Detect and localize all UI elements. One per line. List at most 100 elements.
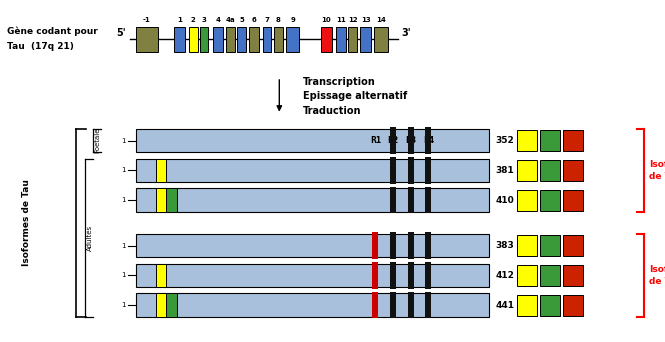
- Bar: [563, 265, 583, 286]
- Text: Traduction: Traduction: [303, 106, 361, 116]
- Bar: [426, 262, 432, 289]
- Text: 1: 1: [121, 302, 126, 308]
- Bar: [563, 294, 583, 316]
- Bar: [540, 235, 560, 256]
- Text: Foetale: Foetale: [94, 128, 100, 153]
- Text: 3+: 3+: [544, 301, 556, 310]
- Text: 10-: 10-: [566, 136, 579, 145]
- Text: 2: 2: [191, 17, 196, 23]
- Text: Transcription: Transcription: [303, 77, 375, 87]
- Text: 3: 3: [201, 17, 206, 23]
- Text: R4: R4: [423, 136, 434, 145]
- Bar: [426, 127, 432, 154]
- Bar: [189, 27, 198, 52]
- Bar: [372, 262, 378, 289]
- Bar: [336, 27, 346, 52]
- Bar: [408, 127, 414, 154]
- Bar: [390, 187, 396, 213]
- Bar: [408, 262, 414, 289]
- Text: Adultes: Adultes: [86, 225, 92, 251]
- Text: Epissage alternatif: Epissage alternatif: [303, 91, 407, 102]
- Text: de Tau 4R: de Tau 4R: [649, 277, 665, 286]
- Text: 10: 10: [322, 17, 331, 23]
- Bar: [226, 27, 235, 52]
- Text: 383: 383: [495, 241, 514, 250]
- Bar: [540, 189, 560, 211]
- Text: 7: 7: [265, 17, 269, 23]
- Bar: [136, 27, 158, 52]
- Bar: [390, 232, 396, 259]
- Text: R2: R2: [388, 136, 398, 145]
- Bar: [390, 157, 396, 184]
- Bar: [408, 157, 414, 184]
- Bar: [156, 188, 166, 212]
- Bar: [390, 262, 396, 289]
- Text: 2+: 2+: [521, 166, 533, 175]
- Text: 5': 5': [116, 28, 126, 38]
- Bar: [136, 188, 489, 212]
- Bar: [249, 27, 259, 52]
- Bar: [408, 292, 414, 318]
- Bar: [263, 27, 271, 52]
- Bar: [200, 27, 208, 52]
- Bar: [166, 188, 177, 212]
- Text: 1: 1: [121, 272, 126, 278]
- Text: 12: 12: [348, 17, 358, 23]
- Text: Isoformes: Isoformes: [649, 265, 665, 274]
- Bar: [372, 292, 378, 318]
- Text: 10-: 10-: [566, 166, 579, 175]
- Text: 2+: 2+: [521, 196, 533, 205]
- Bar: [136, 293, 489, 317]
- Text: 1: 1: [177, 17, 182, 23]
- Text: 13: 13: [361, 17, 370, 23]
- Text: Tau  (17q 21): Tau (17q 21): [7, 42, 74, 51]
- Text: 11: 11: [336, 17, 346, 23]
- Bar: [166, 293, 177, 317]
- Text: 412: 412: [495, 271, 514, 280]
- Text: R1: R1: [370, 136, 381, 145]
- Text: 1: 1: [121, 167, 126, 173]
- Text: de Tau 3R: de Tau 3R: [649, 172, 665, 181]
- Text: 14: 14: [376, 17, 386, 23]
- Bar: [286, 27, 299, 52]
- Bar: [390, 292, 396, 318]
- Bar: [213, 27, 223, 52]
- Bar: [372, 232, 378, 259]
- Bar: [517, 160, 537, 181]
- Bar: [360, 27, 371, 52]
- Text: 2-: 2-: [523, 241, 531, 250]
- Bar: [517, 265, 537, 286]
- Bar: [156, 264, 166, 287]
- Bar: [374, 27, 388, 52]
- Bar: [136, 264, 489, 287]
- Bar: [563, 235, 583, 256]
- Bar: [517, 294, 537, 316]
- Text: 1: 1: [121, 197, 126, 203]
- Bar: [274, 27, 283, 52]
- Bar: [237, 27, 246, 52]
- Text: 410: 410: [495, 196, 514, 205]
- Bar: [517, 189, 537, 211]
- Text: 3+: 3+: [544, 196, 556, 205]
- Bar: [426, 292, 432, 318]
- Text: 9: 9: [290, 17, 295, 23]
- Text: 2-: 2-: [523, 136, 531, 145]
- Text: 1: 1: [121, 242, 126, 249]
- Text: 3-: 3-: [546, 271, 554, 280]
- Bar: [136, 234, 489, 257]
- Text: 3-: 3-: [546, 241, 554, 250]
- Bar: [156, 293, 166, 317]
- Bar: [348, 27, 357, 52]
- Bar: [321, 27, 332, 52]
- Bar: [563, 160, 583, 181]
- Text: 3-: 3-: [546, 136, 554, 145]
- Bar: [390, 127, 396, 154]
- Bar: [408, 187, 414, 213]
- Text: 3': 3': [402, 28, 411, 38]
- Text: R3: R3: [405, 136, 416, 145]
- Bar: [517, 235, 537, 256]
- Text: 10-: 10-: [566, 196, 579, 205]
- Bar: [540, 160, 560, 181]
- Bar: [426, 232, 432, 259]
- Bar: [408, 232, 414, 259]
